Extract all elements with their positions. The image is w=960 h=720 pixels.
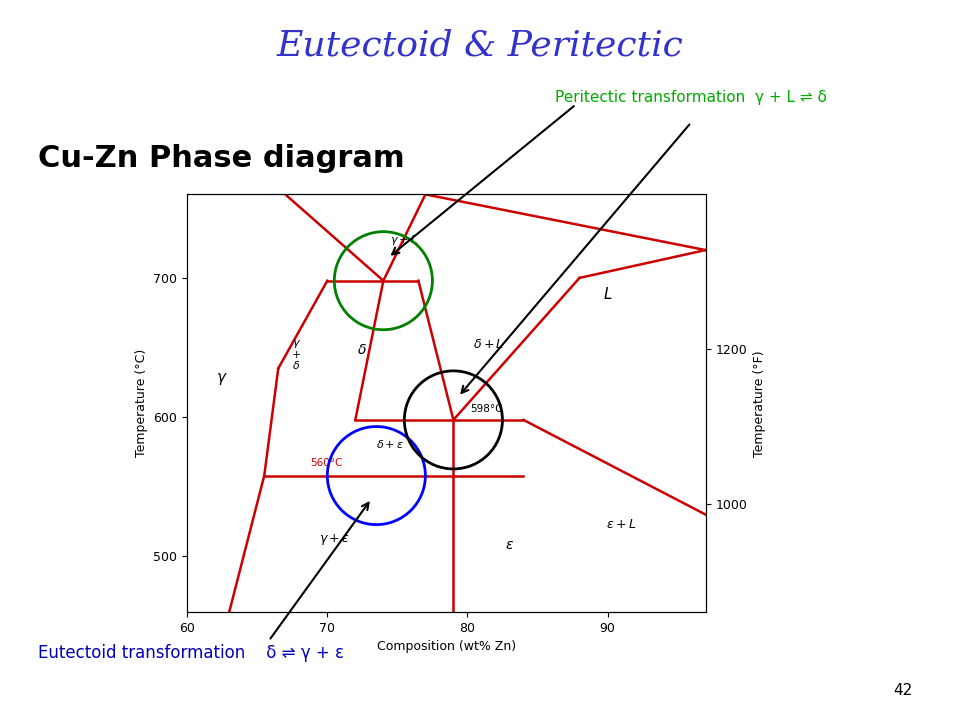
Text: Eutectoid & Peritectic: Eutectoid & Peritectic (276, 29, 684, 63)
Text: $\varepsilon$: $\varepsilon$ (505, 539, 514, 552)
Text: $\delta + L$: $\delta + L$ (473, 338, 504, 351)
Text: $\delta + \varepsilon$: $\delta + \varepsilon$ (376, 438, 404, 450)
Text: 598°C: 598°C (470, 403, 503, 413)
Text: Eutectoid transformation    δ ⇌ γ + ε: Eutectoid transformation δ ⇌ γ + ε (38, 644, 345, 662)
Text: 42: 42 (893, 683, 912, 698)
Text: Peritectic transformation  γ + L ⇌ δ: Peritectic transformation γ + L ⇌ δ (555, 90, 828, 105)
Text: $\varepsilon + L$: $\varepsilon + L$ (607, 518, 636, 531)
Text: Cu-Zn Phase diagram: Cu-Zn Phase diagram (38, 144, 405, 173)
Y-axis label: Temperature (°C): Temperature (°C) (135, 349, 148, 457)
Text: $\gamma$
+
$\delta$: $\gamma$ + $\delta$ (292, 338, 301, 371)
Text: $\gamma + \varepsilon$: $\gamma + \varepsilon$ (319, 532, 349, 547)
Text: $\gamma$: $\gamma$ (216, 372, 228, 387)
X-axis label: Composition (wt% Zn): Composition (wt% Zn) (377, 640, 516, 653)
Text: $L$: $L$ (603, 286, 612, 302)
Text: 560°C: 560°C (310, 458, 343, 468)
Text: $\gamma + L$: $\gamma + L$ (391, 233, 419, 247)
Y-axis label: Temperature (°F): Temperature (°F) (753, 350, 766, 456)
Text: $\delta$: $\delta$ (357, 343, 368, 358)
